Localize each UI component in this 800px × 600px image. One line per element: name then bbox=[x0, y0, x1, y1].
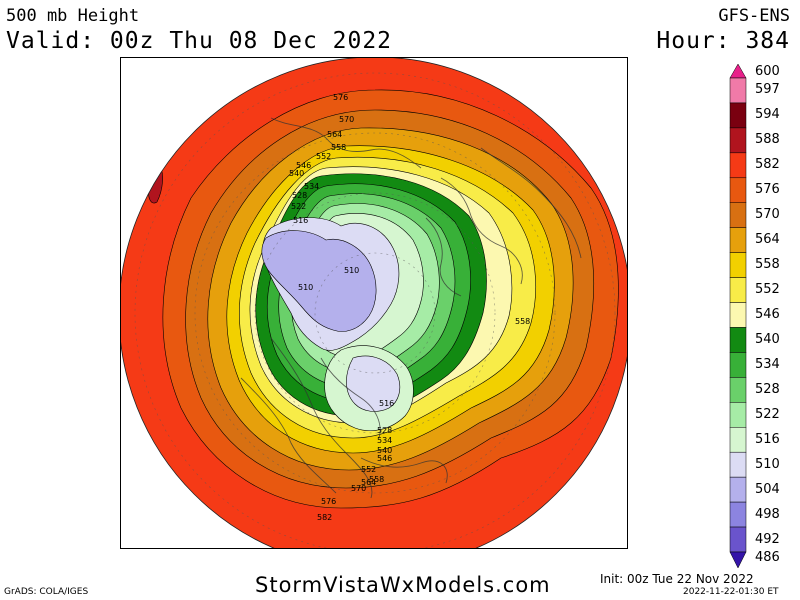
contour-label: 534 bbox=[304, 182, 319, 191]
legend-label: 600 bbox=[755, 63, 780, 79]
legend-label: 498 bbox=[755, 506, 780, 522]
latitude-circles bbox=[134, 72, 616, 548]
contour-label: 570 bbox=[351, 484, 366, 493]
legend-swatch bbox=[729, 252, 747, 278]
legend-swatch bbox=[729, 64, 747, 79]
model-name: GFS-ENS bbox=[718, 6, 790, 26]
contour-label: 558 bbox=[515, 317, 530, 326]
contour-label: 552 bbox=[361, 465, 376, 474]
legend-swatch bbox=[729, 202, 747, 228]
legend-label: 534 bbox=[755, 356, 780, 372]
polar-height-map: 576 570 564 558 552 546 540 534 528 522 … bbox=[121, 58, 627, 548]
forecast-hour: Hour: 384 bbox=[656, 28, 790, 54]
contour-label: 582 bbox=[317, 513, 332, 522]
contour-label: 528 bbox=[292, 191, 307, 200]
contour-band-504 bbox=[261, 230, 377, 332]
contour-label: 558 bbox=[369, 475, 384, 484]
legend-label: 492 bbox=[755, 531, 780, 547]
contour-label: 534 bbox=[377, 436, 392, 445]
legend-label: 564 bbox=[755, 232, 780, 248]
legend-swatch bbox=[729, 352, 747, 378]
legend-swatch bbox=[729, 402, 747, 428]
legend-swatch bbox=[729, 377, 747, 403]
valid-time: Valid: 00z Thu 08 Dec 2022 bbox=[6, 28, 393, 54]
legend-label: 528 bbox=[755, 381, 780, 397]
init-time: Init: 00z Tue 22 Nov 2022 bbox=[600, 572, 754, 586]
legend-swatch bbox=[729, 77, 747, 104]
contour-label: 528 bbox=[377, 426, 392, 435]
legend-label: 552 bbox=[755, 282, 780, 298]
contour-label: 576 bbox=[321, 497, 336, 506]
legend-label: 522 bbox=[755, 406, 780, 422]
legend-label: 504 bbox=[755, 481, 780, 497]
contour-label: 570 bbox=[339, 115, 354, 124]
contour-label: 510 bbox=[344, 266, 359, 275]
legend-swatch bbox=[729, 476, 747, 503]
legend-label: 588 bbox=[755, 132, 780, 148]
legend-label: 516 bbox=[755, 431, 780, 447]
legend-swatch bbox=[729, 152, 747, 179]
legend-swatch bbox=[729, 526, 747, 553]
contour-label: 576 bbox=[333, 93, 348, 102]
legend-swatch bbox=[729, 227, 747, 253]
legend-label: 576 bbox=[755, 182, 780, 198]
legend-swatch bbox=[729, 551, 747, 569]
coastlines bbox=[240, 117, 582, 499]
legend-label: 540 bbox=[755, 331, 780, 347]
grads-credit: GrADS: COLA/IGES bbox=[4, 587, 89, 597]
contour-label: 546 bbox=[296, 161, 311, 170]
legend-swatch bbox=[729, 327, 747, 353]
contour-label: 540 bbox=[289, 169, 304, 178]
legend-swatch bbox=[729, 277, 747, 303]
legend-swatch bbox=[729, 501, 747, 528]
legend-label: 546 bbox=[755, 307, 780, 322]
legend-swatch bbox=[729, 427, 747, 453]
legend-swatch bbox=[729, 302, 747, 328]
contour-label: 510 bbox=[298, 283, 313, 292]
legend-label: 558 bbox=[755, 257, 780, 273]
legend-swatch bbox=[729, 451, 747, 478]
generated-timestamp: 2022-11-22-01:30 ET bbox=[683, 587, 779, 597]
legend-label: 582 bbox=[755, 157, 780, 173]
contour-label: 564 bbox=[361, 478, 376, 487]
color-scale-legend bbox=[729, 64, 747, 569]
contour-label: 540 bbox=[377, 446, 392, 455]
legend-label: 597 bbox=[755, 82, 780, 98]
legend-swatch bbox=[729, 177, 747, 203]
contour-label: 546 bbox=[377, 454, 392, 463]
legend-label: 570 bbox=[755, 207, 780, 223]
contour-label: 564 bbox=[327, 130, 342, 139]
contour-label: 558 bbox=[331, 143, 346, 152]
contour-label: 552 bbox=[316, 152, 331, 161]
map-panel: 576 570 564 558 552 546 540 534 528 522 … bbox=[120, 57, 628, 549]
map-title: 500 mb Height bbox=[6, 6, 140, 26]
legend-swatch bbox=[729, 102, 747, 129]
site-name: StormVistaWxModels.com bbox=[255, 573, 551, 597]
contour-label: 516 bbox=[293, 216, 308, 225]
contour-label: 516 bbox=[379, 399, 394, 408]
legend-swatch bbox=[729, 127, 747, 154]
contour-label: 522 bbox=[291, 202, 306, 211]
contour-labels: 576 570 564 558 552 546 540 534 528 522 … bbox=[289, 93, 530, 522]
legend-label: 594 bbox=[755, 107, 780, 123]
legend-label: 486 bbox=[755, 550, 780, 565]
legend-label: 510 bbox=[755, 456, 780, 472]
